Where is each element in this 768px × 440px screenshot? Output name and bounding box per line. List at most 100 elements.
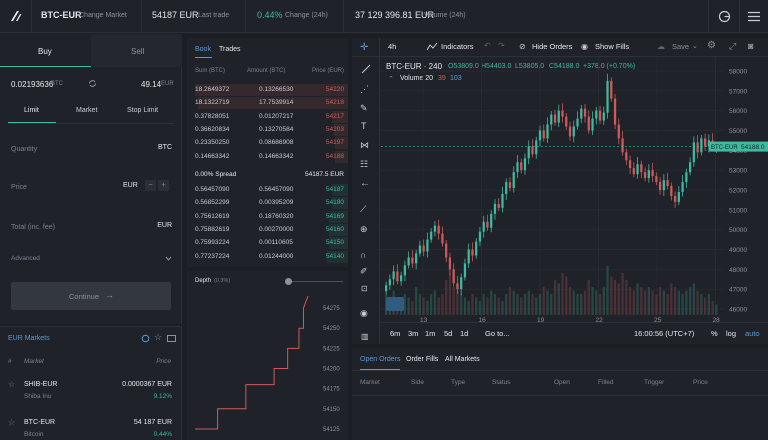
tab-buy[interactable]: Buy	[0, 34, 91, 67]
zoom-in-icon[interactable]: ⊕	[360, 224, 368, 234]
depth-slider-handle[interactable]	[285, 278, 292, 285]
pencil-lock-icon[interactable]: ✐	[360, 266, 368, 276]
tab-stop-limit[interactable]: Stop Limit	[120, 100, 178, 123]
range-1m[interactable]: 1m	[425, 329, 436, 338]
gear-icon[interactable]: ⚙	[707, 40, 716, 51]
camera-icon[interactable]: ◙	[748, 41, 754, 51]
tab-open-orders[interactable]: Open Orders	[360, 348, 401, 370]
folder-icon[interactable]	[167, 334, 176, 342]
market-price: 54 187 EUR	[133, 419, 172, 426]
interval-select[interactable]: 4h	[388, 42, 397, 51]
chevron-down-icon[interactable]: ⌄	[692, 43, 698, 50]
percent-toggle[interactable]: %	[711, 329, 718, 338]
show-fills-button[interactable]: Show Fills	[595, 42, 630, 51]
lock-icon[interactable]: ⊡	[361, 284, 368, 293]
advanced-toggle[interactable]: Advanced	[8, 252, 174, 266]
trash-icon[interactable]: ▥	[361, 332, 369, 341]
refresh-icon[interactable]	[141, 334, 150, 343]
eye-icon[interactable]: ◉	[360, 308, 368, 318]
change-market-link[interactable]: Change Market	[79, 12, 127, 19]
candle-body	[426, 239, 429, 252]
collapse-icon[interactable]: ⌃	[388, 76, 394, 83]
fib-icon[interactable]: ⋰	[360, 84, 369, 94]
tab-all-markets[interactable]: All Markets	[445, 356, 480, 363]
undo-icon[interactable]: ↶	[484, 41, 491, 50]
market-row[interactable]: ☆ SHIB-EUR Shiba Inu 0.0000367 EUR 9.12%	[0, 377, 182, 405]
total-field[interactable]: Total (inc. fee) EUR	[8, 214, 174, 244]
brush-icon[interactable]: ✎	[360, 103, 368, 113]
crosshair-icon[interactable]: ✛	[360, 42, 369, 53]
tab-limit[interactable]: Limit	[8, 100, 56, 123]
price-field[interactable]: Price EUR − +	[8, 174, 174, 204]
tab-book[interactable]: Book	[195, 46, 211, 53]
range-1d[interactable]: 1d	[460, 329, 469, 338]
back-arrow-icon[interactable]: ←	[360, 178, 370, 189]
redo-icon[interactable]: ↷	[498, 41, 505, 50]
market-pair[interactable]: BTC-EUR	[41, 10, 82, 20]
auto-toggle[interactable]: auto	[745, 329, 760, 338]
tab-market[interactable]: Market	[64, 100, 112, 123]
range-3m[interactable]: 3m	[408, 329, 419, 338]
price-chart[interactable]: 5800057000560005500054000530005200051000…	[381, 57, 768, 322]
save-button[interactable]: Save	[672, 42, 690, 51]
range-5d[interactable]: 5d	[444, 329, 453, 338]
bid-row[interactable]: 0.75993224 0.00110605 54150	[187, 237, 348, 250]
ask-row[interactable]: 0.23350250 0.08686908 54197	[187, 137, 348, 150]
candle-body	[647, 170, 650, 179]
candle-body	[542, 130, 545, 139]
continue-button[interactable]: Continue →	[11, 282, 171, 310]
bids-list: 0.56457090 0.56457090 54187 0.56852299 0.003…	[187, 184, 348, 264]
bid-price: 54140	[325, 252, 344, 260]
indicators-icon[interactable]	[426, 42, 438, 51]
text-icon[interactable]: T	[361, 121, 367, 131]
log-toggle[interactable]: log	[726, 329, 737, 338]
candle-body	[640, 164, 643, 173]
candle-body	[467, 249, 470, 264]
logout-icon[interactable]	[718, 10, 731, 23]
market-row[interactable]: ☆ BTC-EUR Bitcoin 54 187 EUR 0.44%	[0, 415, 182, 440]
tab-order-fills[interactable]: Order Fills	[406, 356, 439, 363]
range-6m[interactable]: 6m	[390, 329, 401, 338]
hide-orders-button[interactable]: Hide Orders	[532, 42, 573, 51]
ruler-icon[interactable]: ⟋	[360, 204, 367, 214]
trendline-icon[interactable]	[361, 64, 371, 74]
price-increment-button[interactable]: +	[158, 180, 169, 191]
fullscreen-icon[interactable]: ⤢	[729, 41, 737, 51]
cloud-icon[interactable]: ☁	[657, 42, 665, 51]
bid-row[interactable]: 0.75882619 0.00270000 54160	[187, 223, 348, 236]
depth-line	[195, 295, 309, 430]
volume-bar	[475, 297, 478, 315]
price-decrement-button[interactable]: −	[145, 180, 156, 191]
x-tick-label: 22	[596, 317, 604, 322]
ask-row[interactable]: 18.2649372 0.13266530 54220	[187, 84, 348, 96]
star-icon[interactable]: ☆	[154, 332, 163, 342]
bid-row[interactable]: 0.56457090 0.56457090 54187	[187, 184, 348, 196]
star-icon[interactable]: ☆	[8, 380, 16, 389]
ask-row[interactable]: 0.36620834 0.13270584 54203	[187, 123, 348, 136]
depth-slider-track[interactable]	[288, 281, 343, 282]
y-tick-label: 48000	[729, 267, 747, 274]
bid-row[interactable]: 0.56852299 0.00395209 54180	[187, 197, 348, 210]
bid-row[interactable]: 0.77237224 0.01244000 54140	[187, 250, 348, 263]
goto-button[interactable]: Go to...	[485, 329, 510, 338]
pattern-icon[interactable]: ⋈	[360, 140, 369, 150]
ask-row[interactable]: 0.37828051 0.01207217 54217	[187, 110, 348, 123]
menu-icon[interactable]	[748, 11, 760, 22]
volume-bar	[673, 287, 677, 315]
swap-icon[interactable]	[88, 79, 97, 88]
ask-row[interactable]: 0.14663342 0.14663342 54188	[187, 150, 348, 163]
logo-icon[interactable]	[9, 9, 23, 23]
chevron-down-icon	[165, 255, 172, 262]
magnet-icon[interactable]: ∩	[360, 250, 367, 260]
indicators-button[interactable]: Indicators	[441, 42, 474, 51]
candle-body	[523, 158, 527, 171]
star-icon[interactable]: ☆	[8, 418, 16, 427]
bid-price: 54160	[325, 225, 344, 233]
projection-icon[interactable]: ☷	[360, 159, 369, 169]
tab-sell[interactable]: Sell	[91, 34, 182, 67]
tab-trades[interactable]: Trades	[219, 46, 241, 53]
quantity-field[interactable]: Quantity BTC	[8, 134, 174, 164]
bid-row[interactable]: 0.75612619 0.18760320 54169	[187, 210, 348, 223]
markets-title[interactable]: EUR Markets	[8, 335, 50, 342]
ask-row[interactable]: 18.1322719 17.7539914 54218	[187, 97, 348, 110]
